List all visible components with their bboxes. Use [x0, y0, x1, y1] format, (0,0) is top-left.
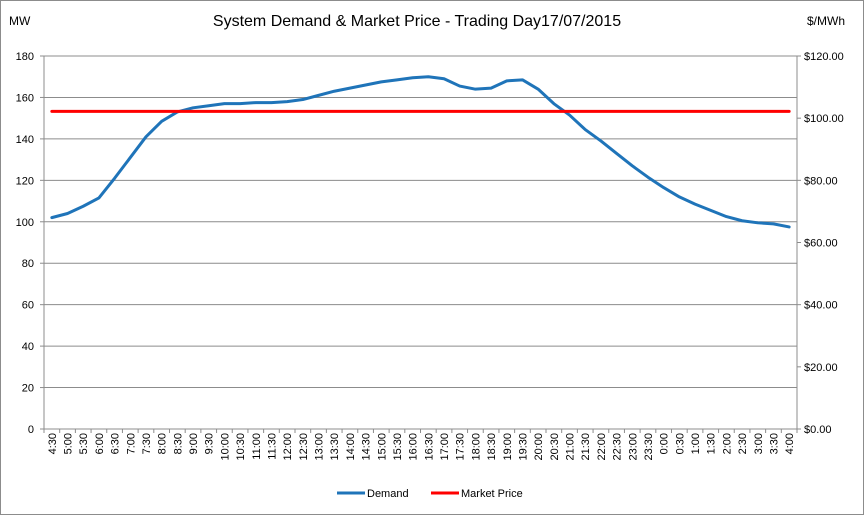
x-tick-label: 3:00: [753, 433, 765, 454]
x-tick-label: 12:30: [298, 433, 310, 461]
x-tick-label: 18:30: [486, 433, 498, 461]
y-right-tick-label: $20.00: [804, 362, 838, 374]
x-tick-label: 18:00: [470, 433, 482, 461]
x-tick-label: 6:30: [110, 433, 122, 454]
series-lines: [50, 75, 791, 229]
x-tick-label: 22:30: [612, 433, 624, 461]
x-tick-label: 9:30: [204, 433, 216, 454]
y-left-tick-label: 0: [28, 424, 34, 436]
legend-demand-label: Demand: [367, 488, 409, 500]
x-tick-label: 0:00: [659, 433, 671, 454]
x-tick-label: 2:00: [721, 433, 733, 454]
y-left-tick-labels: 0 20 40 60 80 100 120 140 160 180: [16, 51, 34, 436]
y-right-tick-label: $100.00: [804, 113, 844, 125]
legend: Demand Market Price: [337, 488, 523, 500]
y-right-tick-label: $40.00: [804, 300, 838, 312]
x-tick-label: 20:30: [549, 433, 561, 461]
x-tick-label: 0:30: [674, 433, 686, 454]
x-tick-label: 15:00: [376, 433, 388, 461]
x-tick-label: 19:00: [502, 433, 514, 461]
gridlines: [40, 55, 801, 433]
x-tick-label: 10:00: [219, 433, 231, 461]
x-tick-label: 5:30: [78, 433, 90, 454]
y-left-tick-label: 160: [16, 92, 34, 104]
y-right-tick-labels: $0.00 $20.00 $40.00 $60.00 $80.00 $100.00 $120…: [804, 51, 844, 436]
y-left-unit-label: MW: [9, 14, 31, 28]
y-left-tick-label: 80: [22, 258, 34, 270]
x-tick-label: 19:30: [517, 433, 529, 461]
x-tick-label: 1:00: [690, 433, 702, 454]
x-tick-label: 1:30: [706, 433, 718, 454]
x-tick-label: 23:00: [627, 433, 639, 461]
x-tick-label: 8:30: [172, 433, 184, 454]
x-tick-label: 14:30: [361, 433, 373, 461]
x-tick-label: 23:30: [643, 433, 655, 461]
x-tick-label: 10:30: [235, 433, 247, 461]
x-tick-label: 17:00: [439, 433, 451, 461]
x-tick-label: 17:30: [455, 433, 467, 461]
x-tick-label: 7:00: [125, 433, 137, 454]
x-tick-label: 21:00: [565, 433, 577, 461]
y-left-tick-label: 40: [22, 341, 34, 353]
x-tick-label: 4:00: [784, 433, 796, 454]
x-tick-labels: 4:30 5:00 5:30 6:00 6:30 7:00 7:30 8:00 8:30 9:00…: [47, 433, 796, 461]
chart-title: System Demand & Market Price - Trading D…: [213, 13, 621, 30]
y-left-tick-label: 20: [22, 383, 34, 395]
x-tick-label: 21:30: [580, 433, 592, 461]
x-tick-label: 9:00: [188, 433, 200, 454]
y-left-tick-label: 120: [16, 175, 34, 187]
y-left-tick-label: 140: [16, 134, 34, 146]
x-tick-label: 15:30: [392, 433, 404, 461]
y-left-tick-label: 180: [16, 51, 34, 63]
x-tick-label: 4:30: [47, 433, 59, 454]
x-tick-label: 6:00: [94, 433, 106, 454]
legend-market-price-label: Market Price: [461, 488, 523, 500]
x-tick-label: 20:00: [533, 433, 545, 461]
x-tick-label: 2:30: [737, 433, 749, 454]
x-tick-label: 16:00: [408, 433, 420, 461]
y-right-tick-label: $60.00: [804, 238, 838, 250]
x-tick-label: 7:30: [141, 433, 153, 454]
x-tick-label: 22:00: [596, 433, 608, 461]
y-left-tick-label: 100: [16, 217, 34, 229]
y-right-tick-label: $0.00: [804, 424, 832, 436]
y-right-tick-label: $120.00: [804, 51, 844, 63]
x-tick-label: 11:30: [266, 433, 278, 460]
x-tick-label: 13:00: [314, 433, 326, 461]
x-tick-label: 16:30: [423, 433, 435, 461]
x-tick-label: 12:00: [282, 433, 294, 461]
y-right-tick-label: $80.00: [804, 175, 838, 187]
x-tick-label: 8:00: [157, 433, 169, 454]
x-tick-label: 5:00: [63, 433, 75, 454]
y-right-unit-label: $/MWh: [807, 14, 845, 28]
x-tick-label: 11:00: [251, 433, 263, 460]
series-line-demand: [50, 75, 791, 229]
x-tick-label: 3:30: [768, 433, 780, 454]
x-tick-label: 13:30: [329, 433, 341, 461]
x-tick-label: 14:00: [345, 433, 357, 461]
y-left-tick-label: 60: [22, 300, 34, 312]
